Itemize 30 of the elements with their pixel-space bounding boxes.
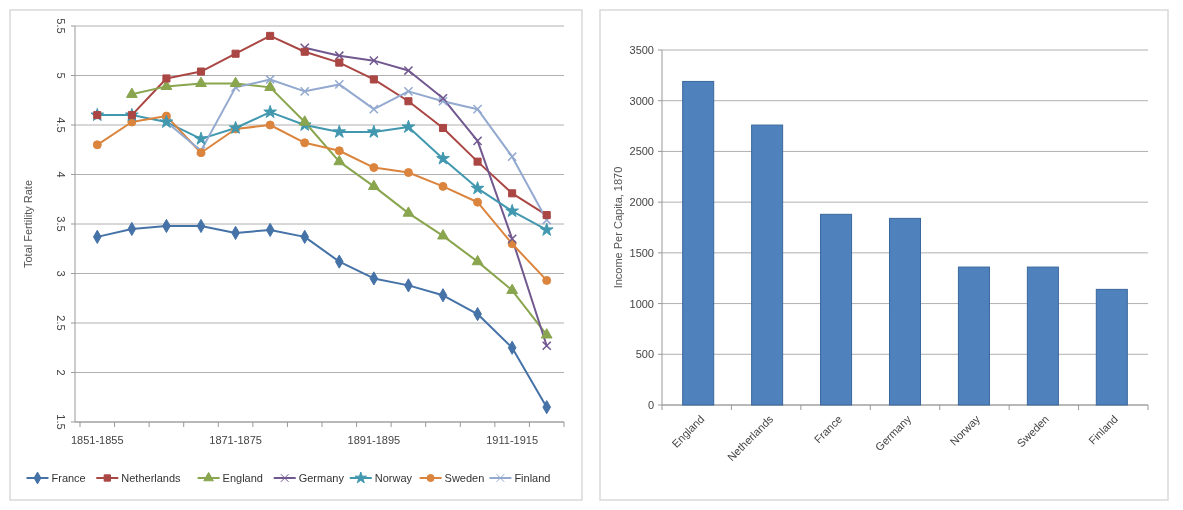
y-tick-label: 1500 (629, 246, 654, 259)
y-tick-label: 1000 (629, 297, 654, 310)
legend-label: England (222, 472, 263, 484)
x-tick-label: 1911-1915 (486, 434, 539, 446)
legend-label: Sweden (444, 472, 485, 484)
y-tick-label: 2000 (629, 196, 654, 209)
y-tick-label: 2.5 (55, 315, 67, 331)
y-tick-label: 1.5 (55, 414, 67, 430)
y-tick-label: 2 (55, 369, 67, 376)
y-tick-label: 3 (55, 270, 67, 277)
y-axis-title: Income Per Capita, 1870 (612, 166, 624, 289)
legend-label: Germany (298, 472, 345, 484)
y-axis-title: Total Fertility Rate (22, 179, 34, 269)
y-tick-label: 3500 (629, 44, 654, 56)
y-tick-label: 500 (635, 348, 654, 361)
x-tick-label: 1891-1895 (347, 434, 401, 446)
legend-label: France (51, 472, 86, 484)
y-tick-label: 0 (647, 399, 654, 411)
legend-label: Finland (514, 472, 551, 484)
legend-label: Norway (374, 472, 413, 484)
y-tick-label: 4.5 (55, 117, 67, 133)
legend-label: Netherlands (121, 472, 182, 484)
y-tick-label: 5.5 (55, 18, 67, 34)
y-tick-label: 4 (55, 171, 67, 178)
y-tick-label: 3000 (629, 94, 654, 107)
y-tick-label: 2500 (629, 145, 654, 158)
x-tick-label: 1851-1855 (70, 434, 124, 446)
x-tick-label: 1871-1875 (209, 434, 262, 446)
y-tick-label: 5 (55, 72, 67, 79)
y-tick-label: 3.5 (55, 216, 67, 232)
